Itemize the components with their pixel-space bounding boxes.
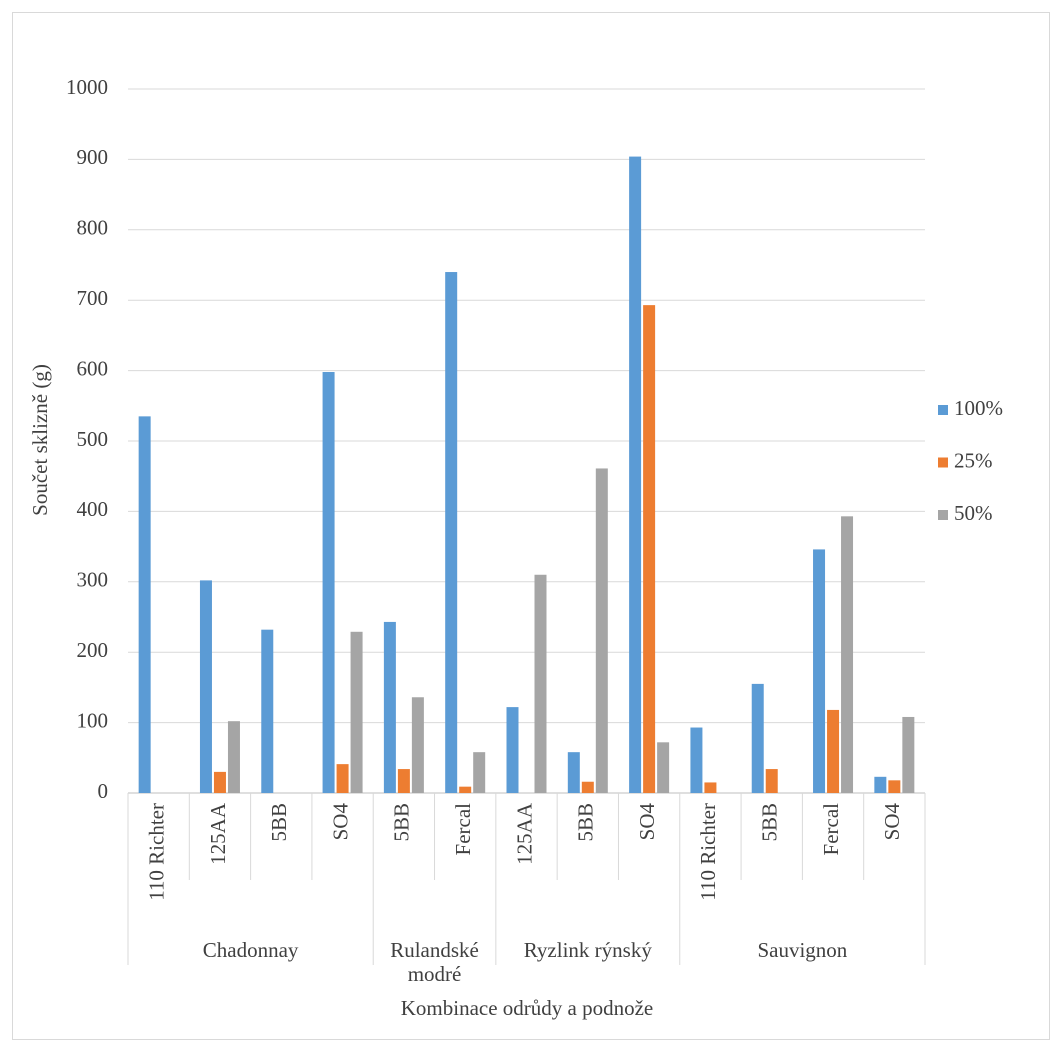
bar <box>567 752 580 793</box>
x-tick-label: Fercal <box>451 803 475 856</box>
bar <box>765 769 778 793</box>
bar <box>473 752 486 793</box>
y-tick-label: 0 <box>98 779 109 803</box>
bar <box>350 631 363 793</box>
bar <box>506 707 519 793</box>
bar <box>336 764 349 793</box>
legend-label: 25% <box>954 448 993 472</box>
bar <box>751 683 764 793</box>
legend-swatch <box>938 405 948 415</box>
x-tick-label: 5BB <box>758 803 782 842</box>
y-tick-label: 700 <box>77 286 109 310</box>
bar <box>534 574 547 793</box>
bar <box>459 786 472 793</box>
bar <box>138 416 151 793</box>
bar <box>629 156 642 794</box>
bar <box>813 549 826 793</box>
x-tick-label: 110 Richter <box>144 803 168 901</box>
bar <box>445 272 458 793</box>
legend-label: 50% <box>954 501 993 525</box>
x-tick-label: 125AA <box>512 802 536 865</box>
y-tick-label: 400 <box>77 497 109 521</box>
bar <box>690 727 703 793</box>
bar <box>874 776 887 793</box>
bar <box>595 468 608 793</box>
x-tick-label: SO4 <box>635 803 659 841</box>
x-tick-label: 5BB <box>390 803 414 842</box>
y-tick-label: 500 <box>77 427 109 451</box>
y-axis-title: Součet sklizně (g) <box>28 364 52 516</box>
y-tick-label: 900 <box>77 145 109 169</box>
x-tick-label: 125AA <box>206 802 230 865</box>
y-tick-label: 1000 <box>66 75 108 99</box>
bar <box>383 621 396 793</box>
y-tick-label: 300 <box>77 568 109 592</box>
bar <box>411 697 424 793</box>
bar <box>704 782 717 793</box>
x-tick-label: 110 Richter <box>696 803 720 901</box>
bar <box>227 721 240 793</box>
x-tick-label: SO4 <box>880 803 904 841</box>
x-tick-label: SO4 <box>328 803 352 841</box>
group-label: Ryzlink rýnský <box>523 938 652 962</box>
bar <box>199 580 212 793</box>
y-tick-label: 100 <box>77 708 109 732</box>
bar <box>581 781 594 793</box>
bar <box>261 629 274 793</box>
bar <box>213 771 226 793</box>
y-tick-label: 600 <box>77 356 109 380</box>
x-axis-title: Kombinace odrůdy a podnože <box>401 996 654 1020</box>
bar <box>643 305 656 793</box>
group-label: Sauvignon <box>757 938 848 962</box>
y-tick-label: 800 <box>77 216 109 240</box>
legend-label: 100% <box>954 396 1003 420</box>
x-tick-label: Fercal <box>819 803 843 856</box>
bar <box>841 516 854 793</box>
legend-swatch <box>938 510 948 520</box>
legend-swatch <box>938 457 948 468</box>
bar <box>888 780 901 793</box>
bar <box>322 372 335 793</box>
bar <box>827 709 840 793</box>
bar <box>902 716 915 793</box>
group-label: Rulandské modré <box>390 938 479 986</box>
bar <box>657 742 670 793</box>
x-tick-label: 5BB <box>267 803 291 842</box>
group-label: Chadonnay <box>202 938 299 962</box>
y-tick-label: 200 <box>77 638 109 662</box>
chart-border <box>12 12 1050 1040</box>
x-tick-label: 5BB <box>574 803 598 842</box>
bar <box>397 769 410 793</box>
